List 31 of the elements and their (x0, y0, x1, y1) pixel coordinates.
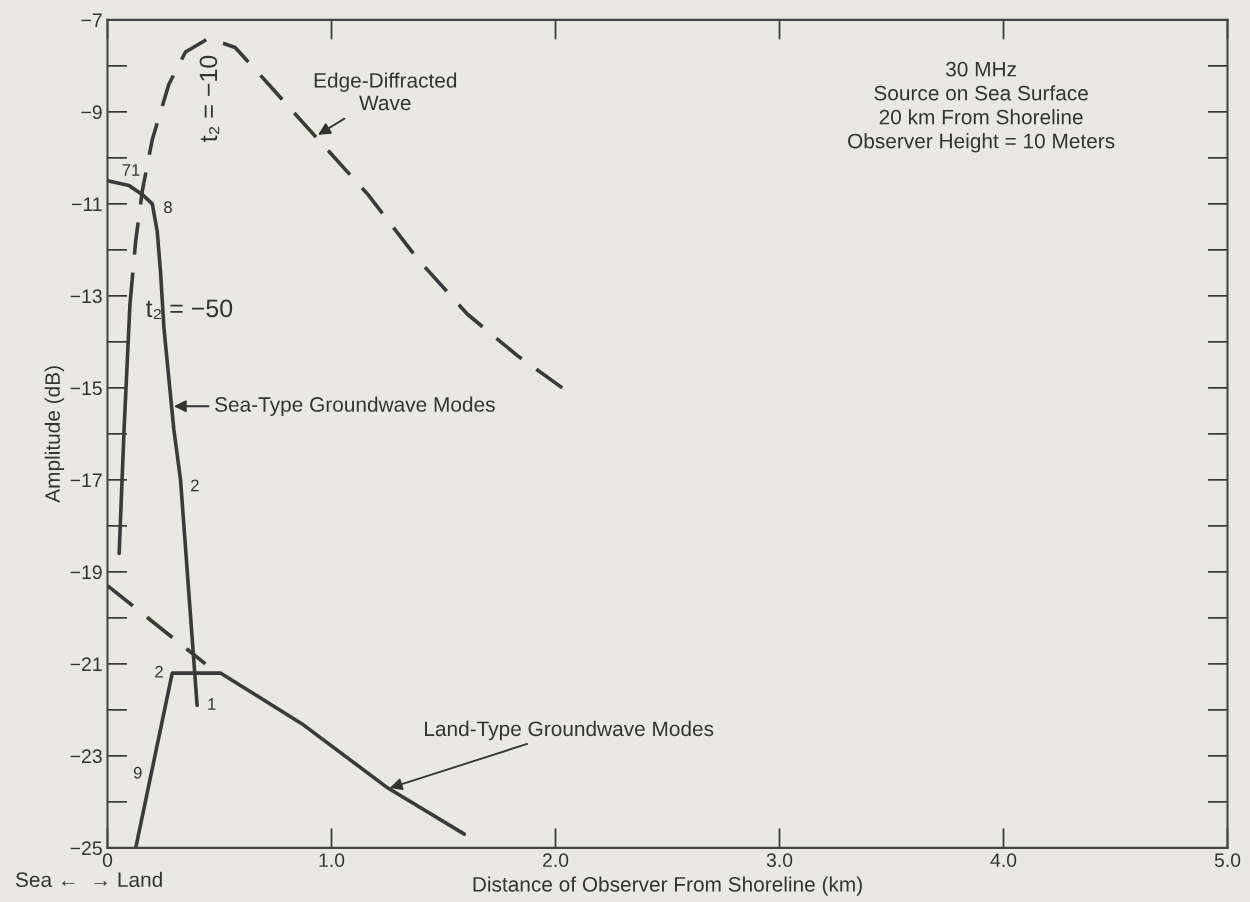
annotation: 9 (133, 766, 142, 779)
x-axis-title: Distance of Observer From Shoreline (km) (473, 876, 862, 896)
x-tick-label: 5.0 (1214, 853, 1241, 868)
y-tick-label: −7 (81, 13, 102, 27)
x-tick-label: 0 (102, 853, 113, 868)
y-tick-label: −17 (70, 473, 102, 487)
annotation: Land-Type Groundwave Modes (425, 720, 714, 741)
annotation: 1 (208, 698, 216, 710)
annotation: t₂ = −50 (145, 299, 233, 320)
y-tick-label: −15 (70, 381, 102, 396)
annotation: t₂ = −10 (199, 55, 220, 142)
x-tick-label: 1.0 (319, 853, 345, 868)
annotation: 2 (155, 665, 163, 678)
annotation: 8 (164, 201, 172, 214)
annotation: 71 (122, 164, 140, 176)
y-tick-label: −11 (72, 197, 102, 211)
annotation: 2 (191, 479, 199, 492)
annotation: Sea-Type Groundwave Modes (215, 396, 495, 416)
y-tick-label: −13 (70, 289, 102, 304)
y-tick-label: −23 (70, 749, 102, 764)
text: Sea ← → Land (15, 871, 162, 888)
y-tick-label: −19 (70, 565, 102, 580)
x-tick-label: 2.0 (542, 853, 569, 868)
y-axis-title: Amplitude (dB) (44, 366, 65, 503)
y-tick-label: −9 (81, 105, 102, 120)
annotation: Edge-Diffracted Wave (314, 72, 457, 111)
annotation: 30 MHz Source on Sea Surface 20 km From Shoreline Observer Height = 10 Meters (848, 61, 1115, 153)
y-tick-label: −21 (70, 657, 102, 671)
x-tick-label: 3.0 (766, 853, 793, 868)
y-tick-label: −25 (70, 841, 102, 856)
x-tick-label: 4.0 (990, 853, 1017, 868)
